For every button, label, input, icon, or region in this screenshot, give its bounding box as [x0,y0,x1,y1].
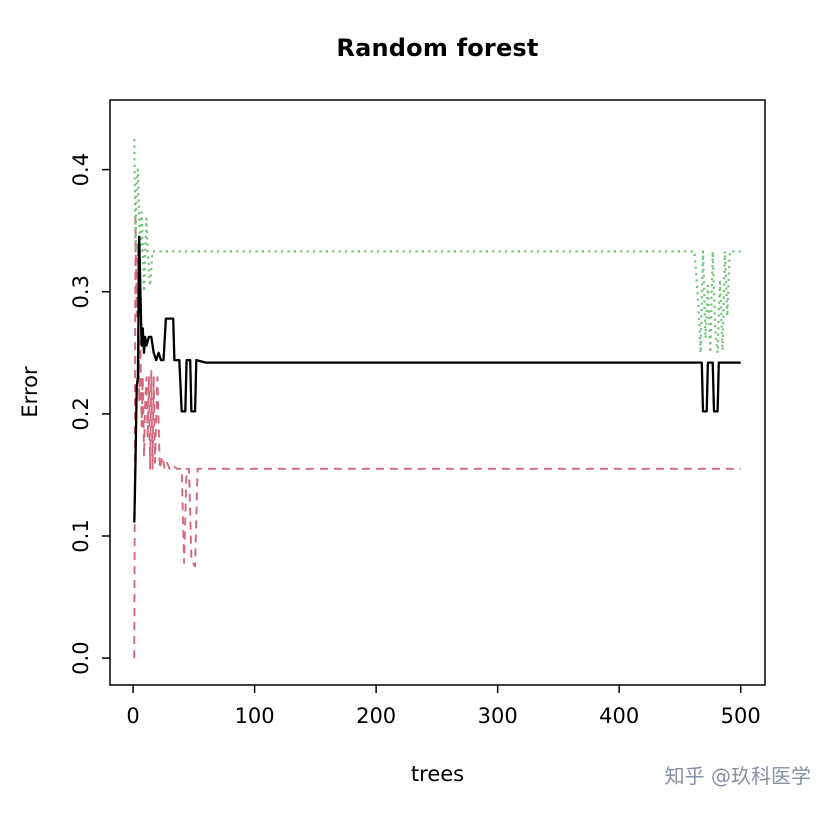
x-axis-label: trees [410,762,465,786]
y-tick-label: 0.0 [69,641,93,674]
x-tick-label: 100 [235,704,275,728]
series-class-1-error [133,217,741,659]
x-tick-label: 300 [478,704,518,728]
y-tick-label: 0.3 [69,275,93,308]
y-tick-label: 0.2 [69,397,93,430]
series-class-2-error [133,139,741,354]
x-tick-label: 0 [126,704,139,728]
plot-box [109,99,766,686]
x-tick-label: 400 [599,704,639,728]
y-tick-label: 0.1 [69,519,93,552]
chart-title: Random forest [336,34,539,62]
watermark: 知乎 @玖科医学 [664,764,811,788]
x-tick-label: 500 [721,704,761,728]
y-tick-label: 0.4 [69,153,93,186]
x-tick-label: 200 [356,704,396,728]
series-oob-error [133,235,741,523]
